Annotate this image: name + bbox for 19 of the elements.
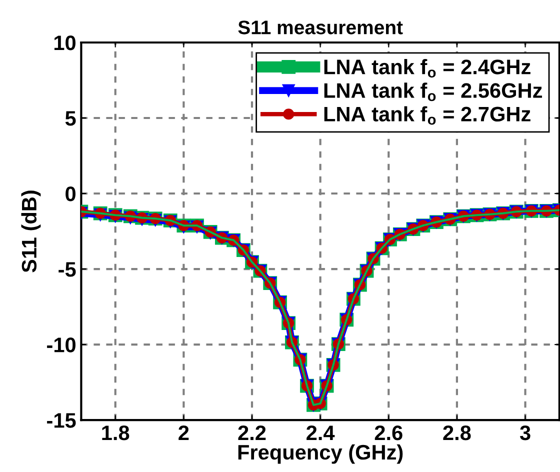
chart-title: S11 measurement (238, 20, 403, 34)
x-tick-label: 2.8 (443, 425, 471, 440)
y-tick-label: -10 (47, 338, 76, 352)
x-tick-label: 2.4 (306, 425, 335, 440)
legend-label: LNA tank f$_{o}$ = 2.4GHz (324, 59, 530, 78)
y-tick-label: 10 (54, 35, 76, 50)
x-axis-title: Frequency (GHz) (238, 444, 403, 464)
x-tick-label: 2.2 (238, 425, 266, 440)
x-tick-label: 2.6 (374, 425, 402, 440)
y-tick-label: -5 (58, 262, 76, 277)
y-tick-label: -15 (47, 413, 76, 428)
y-tick-label: 0 (66, 186, 76, 202)
x-tick-label: 1.8 (102, 425, 130, 440)
y-tick-label: 5 (65, 111, 76, 126)
x-tick-label: 3 (520, 425, 530, 440)
legend-label: LNA tank f$_{o}$ = 2.56GHz (324, 82, 542, 102)
y-axis-title: S11 (dB) (21, 190, 41, 272)
legend-label: LNA tank f$_{o}$ = 2.7GHz (324, 106, 530, 125)
x-tick-label: 2 (178, 425, 189, 440)
